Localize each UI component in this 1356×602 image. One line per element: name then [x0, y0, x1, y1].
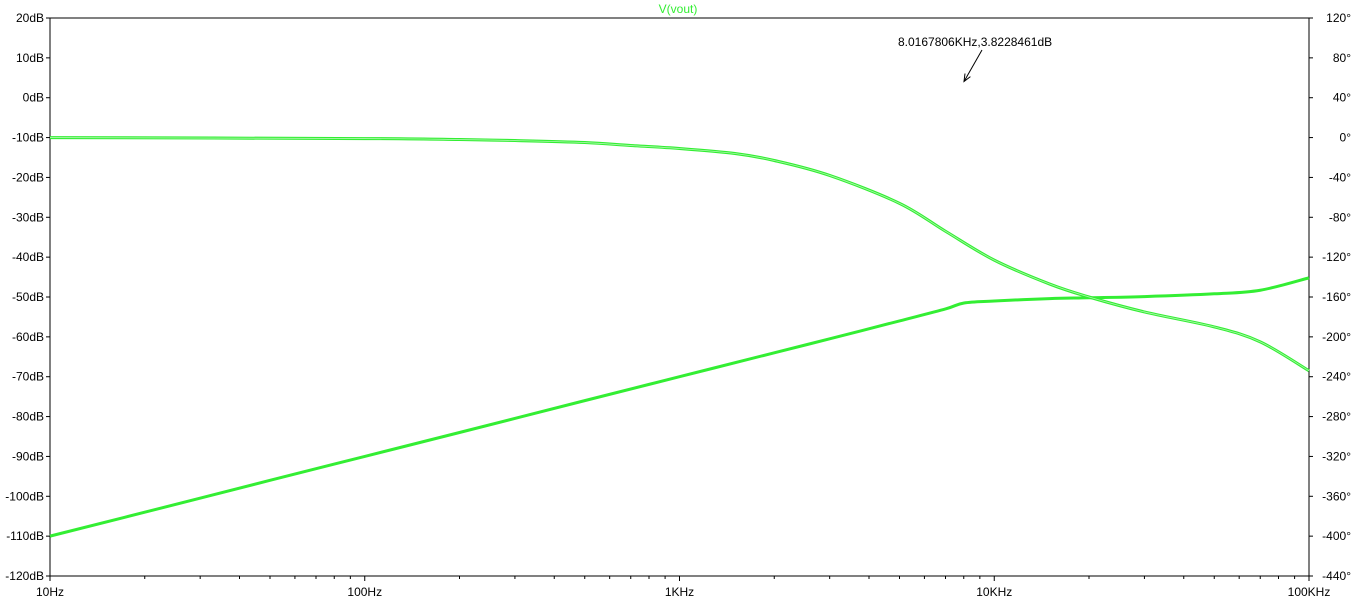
x-axis: 10Hz 100Hz 1KHz 10KHz 100KHz [36, 576, 1330, 599]
left-tick-label: -90dB [12, 449, 44, 463]
x-tick-label: 10KHz [976, 585, 1012, 599]
left-tick-label: 20dB [16, 11, 44, 25]
right-tick-label: -280° [1322, 410, 1351, 424]
right-tick-label: 120° [1326, 11, 1351, 25]
right-tick-label: -160° [1322, 290, 1351, 304]
left-axis: 20dB 10dB 0dB -10dB -20dB -30dB -40dB -50dB -60d… [5, 11, 50, 583]
x-tick-label: 100KHz [1288, 585, 1331, 599]
right-tick-label: 40° [1333, 91, 1351, 105]
left-tick-label: -50dB [12, 290, 44, 304]
left-tick-label: -80dB [12, 410, 44, 424]
right-tick-label: -80° [1329, 210, 1351, 224]
left-tick-label: -30dB [12, 210, 44, 224]
right-tick-label: -200° [1322, 330, 1351, 344]
right-tick-label: -320° [1322, 449, 1351, 463]
right-tick-label: 0° [1340, 131, 1352, 145]
right-tick-label: -360° [1322, 489, 1351, 503]
x-tick-label: 10Hz [36, 585, 64, 599]
phase-trace-highlight [49, 137, 1310, 372]
left-tick-label: -60dB [12, 330, 44, 344]
right-axis: 120° 80° 40° 0° -40° -80° -120° -160° -200° -240°… [1309, 11, 1351, 583]
marker-arrow [963, 49, 983, 82]
marker-label: 8.0167806KHz,3.8228461dB [898, 35, 1052, 49]
x-tick-label: 1KHz [665, 585, 694, 599]
right-tick-label: -120° [1322, 250, 1351, 264]
left-tick-label: 0dB [23, 91, 44, 105]
left-tick-label: -110dB [6, 529, 44, 543]
left-tick-label: -100dB [5, 489, 44, 503]
right-tick-label: -40° [1329, 170, 1351, 184]
left-tick-label: -120dB [5, 569, 44, 583]
traces [49, 136, 1310, 538]
right-tick-label: -240° [1322, 370, 1351, 384]
right-tick-label: -440° [1322, 569, 1351, 583]
left-tick-label: 10dB [16, 51, 44, 65]
left-tick-label: -10dB [12, 131, 44, 145]
right-tick-label: 80° [1333, 51, 1351, 65]
x-tick-label: 100Hz [347, 585, 382, 599]
left-tick-label: -20dB [12, 170, 44, 184]
right-tick-label: -400° [1322, 529, 1351, 543]
left-tick-label: -40dB [12, 250, 44, 264]
left-tick-label: -70dB [12, 370, 44, 384]
marker-arrowhead [963, 73, 971, 83]
magnitude-trace [49, 276, 1310, 538]
chart-title: V(vout) [659, 2, 698, 16]
cursor-marker: 8.0167806KHz,3.8228461dB [898, 35, 1052, 83]
